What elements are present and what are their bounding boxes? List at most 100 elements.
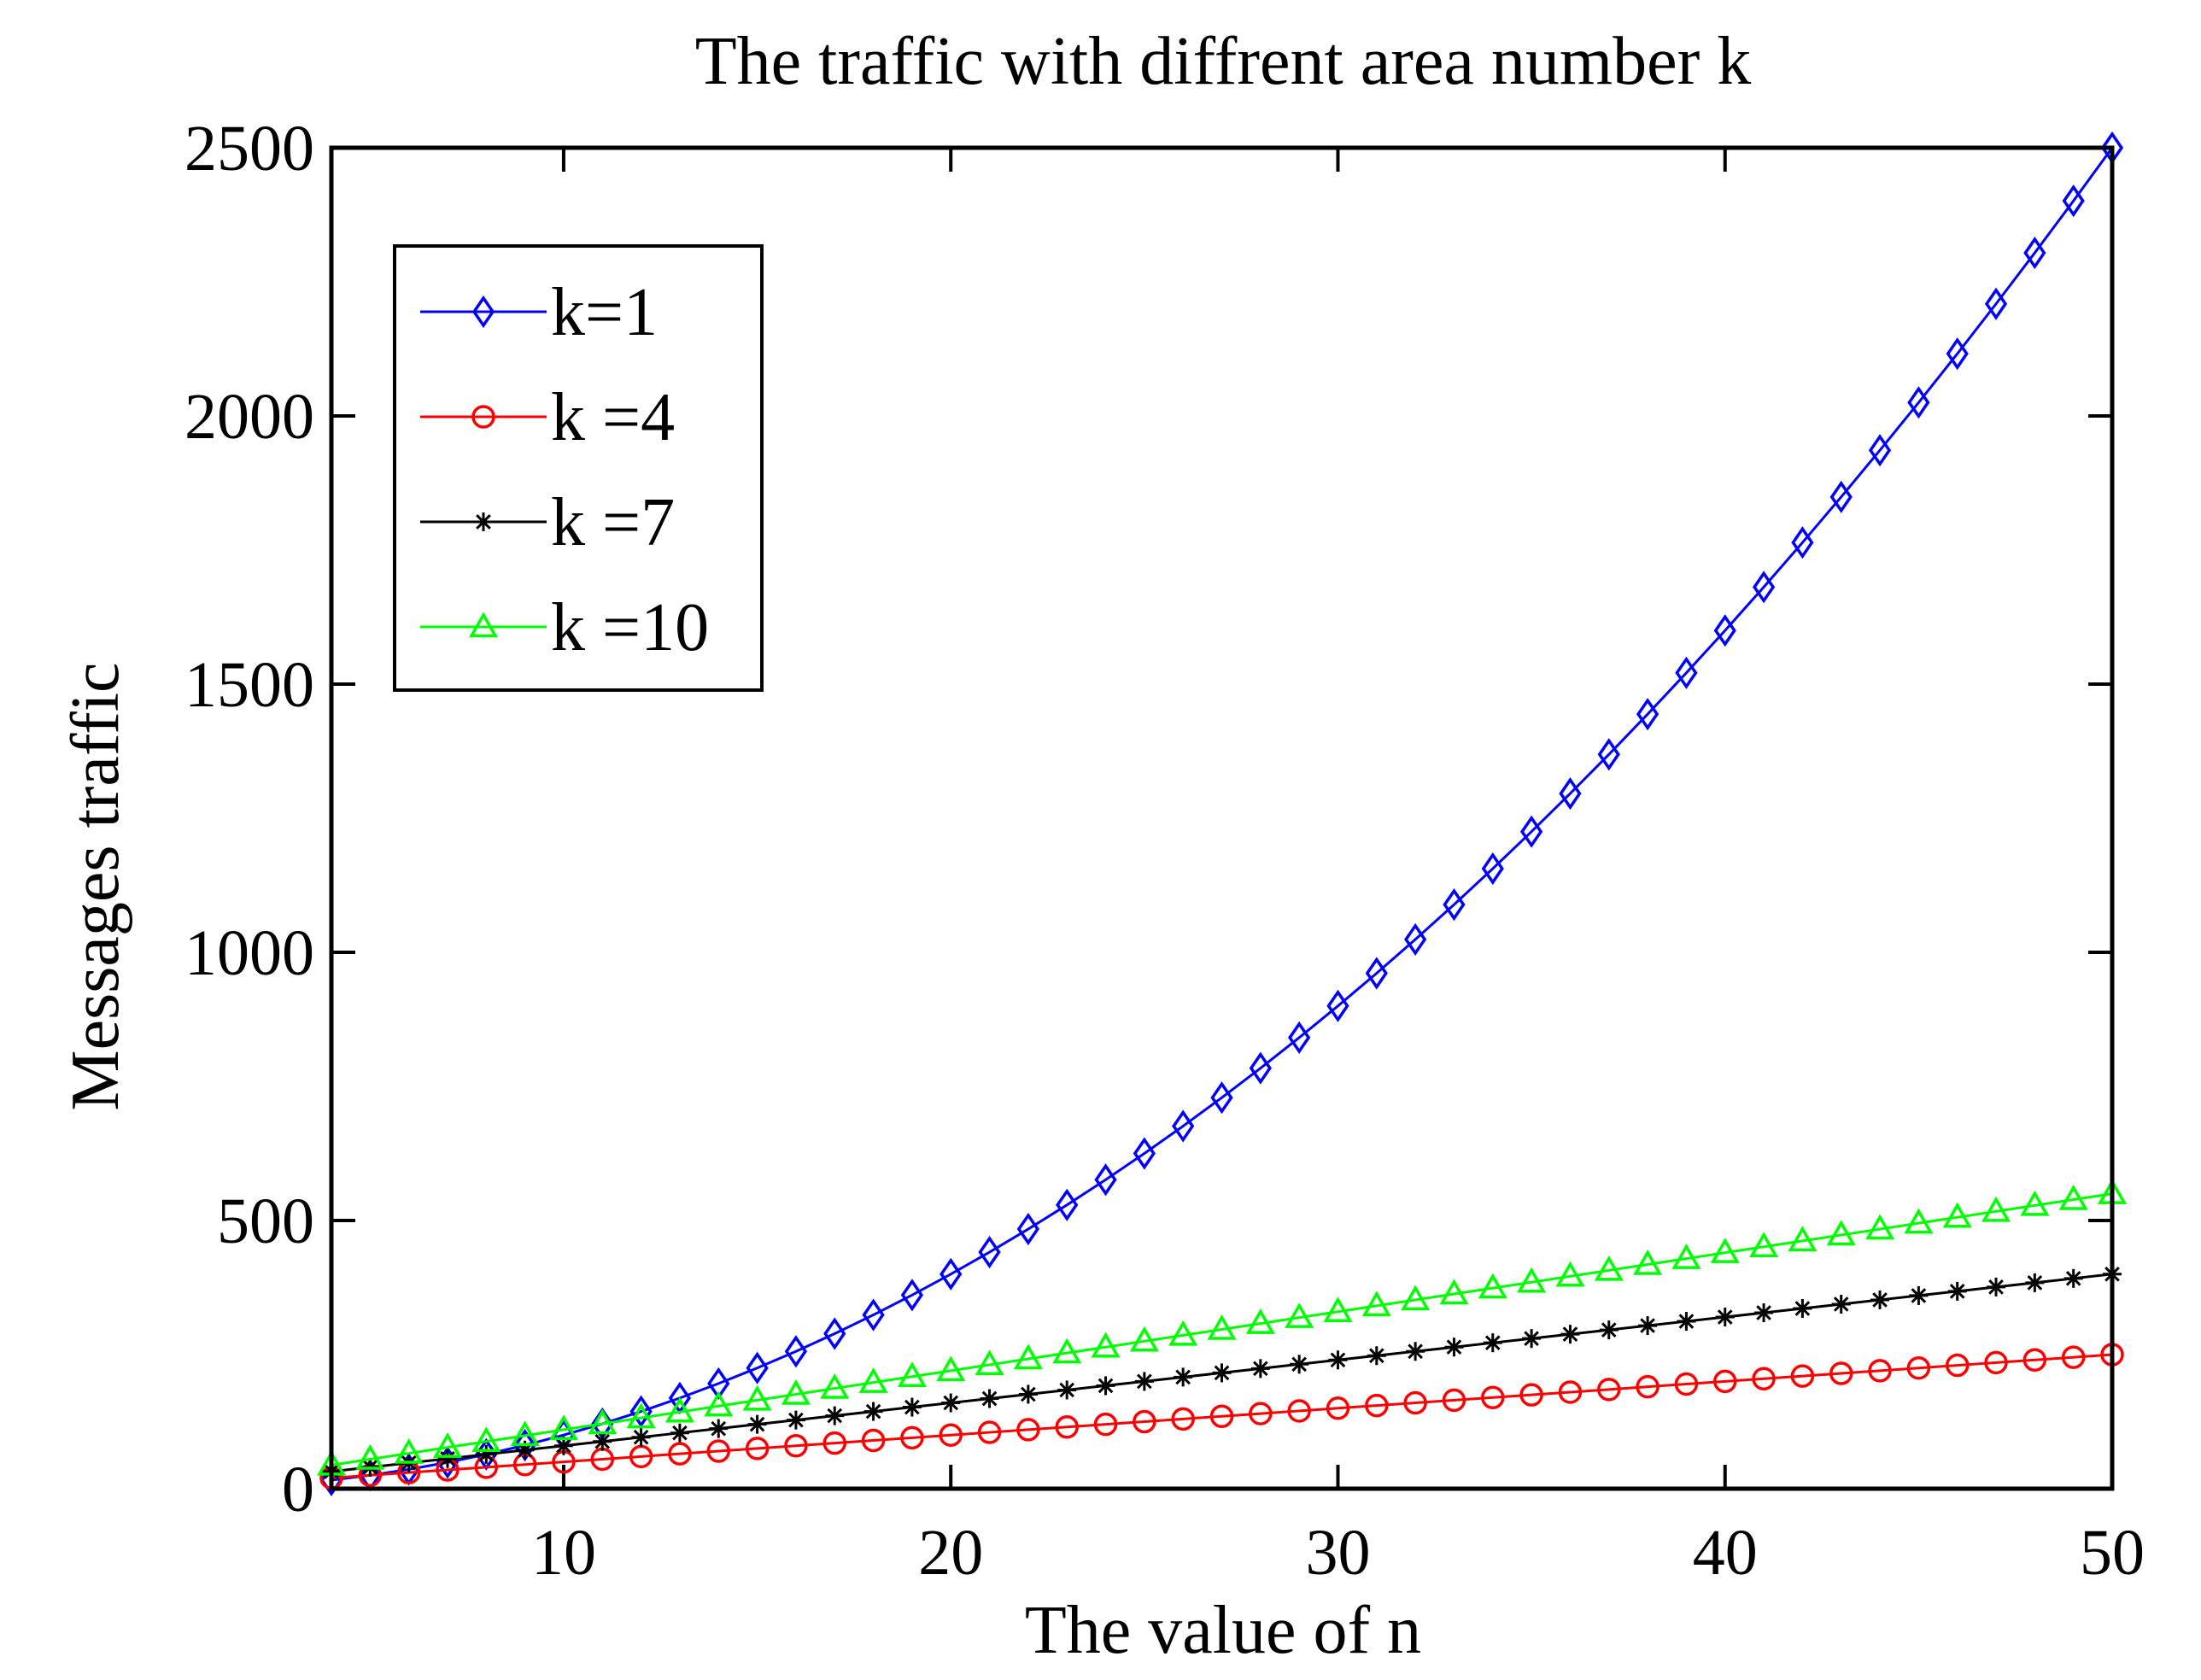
x-tick-label: 20	[918, 1517, 983, 1589]
data-point-star	[1522, 1329, 1542, 1349]
data-point-diamond	[900, 1279, 924, 1312]
star-stroke	[788, 1412, 804, 1428]
y-tick-label: 1500	[184, 649, 314, 721]
data-point-triangle	[1594, 1255, 1624, 1281]
data-point-diamond	[1597, 738, 1620, 771]
data-point-star	[747, 1414, 767, 1434]
data-point-triangle	[2058, 1184, 2088, 1210]
data-point-triangle	[1865, 1214, 1895, 1240]
y-axis-label: Messages traffic	[58, 663, 133, 1111]
legend-entry: k=1	[420, 275, 658, 350]
data-point-triangle	[1555, 1261, 1585, 1287]
data-point-triangle	[1749, 1232, 1779, 1258]
data-point-star	[1134, 1372, 1154, 1391]
star-stroke	[1408, 1343, 1423, 1360]
series-4	[316, 1179, 2128, 1476]
data-point-triangle	[471, 1426, 501, 1452]
data-point-diamond	[707, 1367, 730, 1400]
star-stroke	[1137, 1373, 1152, 1390]
data-point-triangle	[588, 1408, 618, 1435]
data-point-circle	[1481, 1385, 1505, 1409]
data-point-circle	[1906, 1355, 1931, 1380]
data-point-diamond	[1056, 1188, 1079, 1221]
data-point-circle	[1442, 1388, 1466, 1413]
data-point-star	[670, 1423, 689, 1443]
star-stroke	[1252, 1361, 1268, 1377]
legend-entry: k =4	[420, 380, 675, 455]
star-stroke	[2027, 1275, 2043, 1291]
data-point-triangle	[626, 1402, 656, 1429]
data-point-circle	[1249, 1402, 1273, 1425]
x-axis-ticks: 10 20 30 40 50	[531, 148, 2145, 1589]
data-point-circle	[900, 1425, 924, 1450]
data-point-star	[1328, 1350, 1348, 1370]
star-stroke	[1291, 1356, 1307, 1373]
data-point-diamond	[1094, 1163, 1117, 1197]
data-point-star	[1057, 1380, 1077, 1400]
star-stroke	[749, 1416, 765, 1432]
plot-area-frame	[329, 145, 2115, 1491]
data-point-star	[1831, 1294, 1851, 1314]
legend-marker-diamond	[471, 295, 495, 329]
data-point-star	[1018, 1384, 1038, 1404]
star-stroke	[1601, 1322, 1617, 1338]
data-point-triangle	[432, 1432, 462, 1458]
data-point-star	[1560, 1325, 1580, 1344]
data-point-triangle	[1942, 1202, 1972, 1228]
data-point-triangle	[548, 1414, 578, 1441]
star-stroke	[1484, 1335, 1501, 1351]
data-point-triangle	[1401, 1285, 1431, 1311]
data-point-diamond	[1443, 888, 1466, 922]
data-point-star	[1987, 1277, 2006, 1297]
data-point-star	[1212, 1363, 1232, 1383]
data-point-star	[1290, 1355, 1309, 1374]
data-point-diamond	[1636, 698, 1660, 731]
data-point-circle	[1016, 1418, 1040, 1442]
data-point-diamond	[1519, 815, 1543, 848]
legend-entry: k =10	[420, 590, 709, 665]
data-point-triangle	[394, 1438, 424, 1464]
data-point-triangle	[975, 1349, 1004, 1376]
data-point-diamond	[1288, 1021, 1311, 1054]
x-axis-label: The value of n	[1025, 1593, 1421, 1668]
data-point-diamond	[1481, 852, 1504, 886]
data-point-star	[1909, 1285, 1929, 1305]
data-point-diamond	[746, 1351, 769, 1384]
data-point-circle	[1597, 1378, 1621, 1402]
data-point-diamond	[1946, 337, 1969, 371]
star-stroke	[711, 1420, 727, 1437]
data-point-star	[1793, 1298, 1812, 1318]
data-point-circle	[1945, 1353, 1970, 1378]
data-point-circle	[1984, 1350, 2008, 1375]
data-point-diamond	[978, 1235, 1001, 1269]
data-point-star	[1174, 1367, 1193, 1387]
data-point-triangle	[781, 1379, 811, 1405]
data-point-circle	[1868, 1359, 1892, 1383]
star-stroke	[1446, 1339, 1462, 1355]
star-stroke	[633, 1429, 649, 1445]
x-tick-label: 10	[531, 1517, 596, 1589]
data-point-circle	[861, 1428, 886, 1453]
legend-marker-circle	[471, 405, 495, 429]
legend: k=1 k =4 k =7 k =10	[393, 244, 764, 692]
x-tick-label: 40	[1693, 1517, 1758, 1589]
legend-marker-triangle	[468, 612, 499, 638]
star-stroke	[1640, 1318, 1655, 1333]
data-point-star	[941, 1393, 961, 1413]
data-point-diamond	[1675, 656, 1698, 689]
data-point-circle	[1403, 1390, 1427, 1415]
data-point-star	[1367, 1346, 1386, 1366]
star-stroke	[1872, 1292, 1888, 1308]
data-point-triangle	[1904, 1208, 1934, 1234]
data-point-diamond	[1249, 1051, 1272, 1085]
series-line	[331, 1192, 2113, 1466]
data-point-triangle	[1478, 1273, 1507, 1299]
data-point-circle	[1055, 1415, 1079, 1439]
data-point-diamond	[1829, 480, 1853, 513]
star-stroke	[1059, 1382, 1075, 1398]
data-point-triangle	[704, 1390, 734, 1417]
data-point-triangle	[1361, 1291, 1391, 1317]
data-point-triangle	[1981, 1196, 2011, 1222]
